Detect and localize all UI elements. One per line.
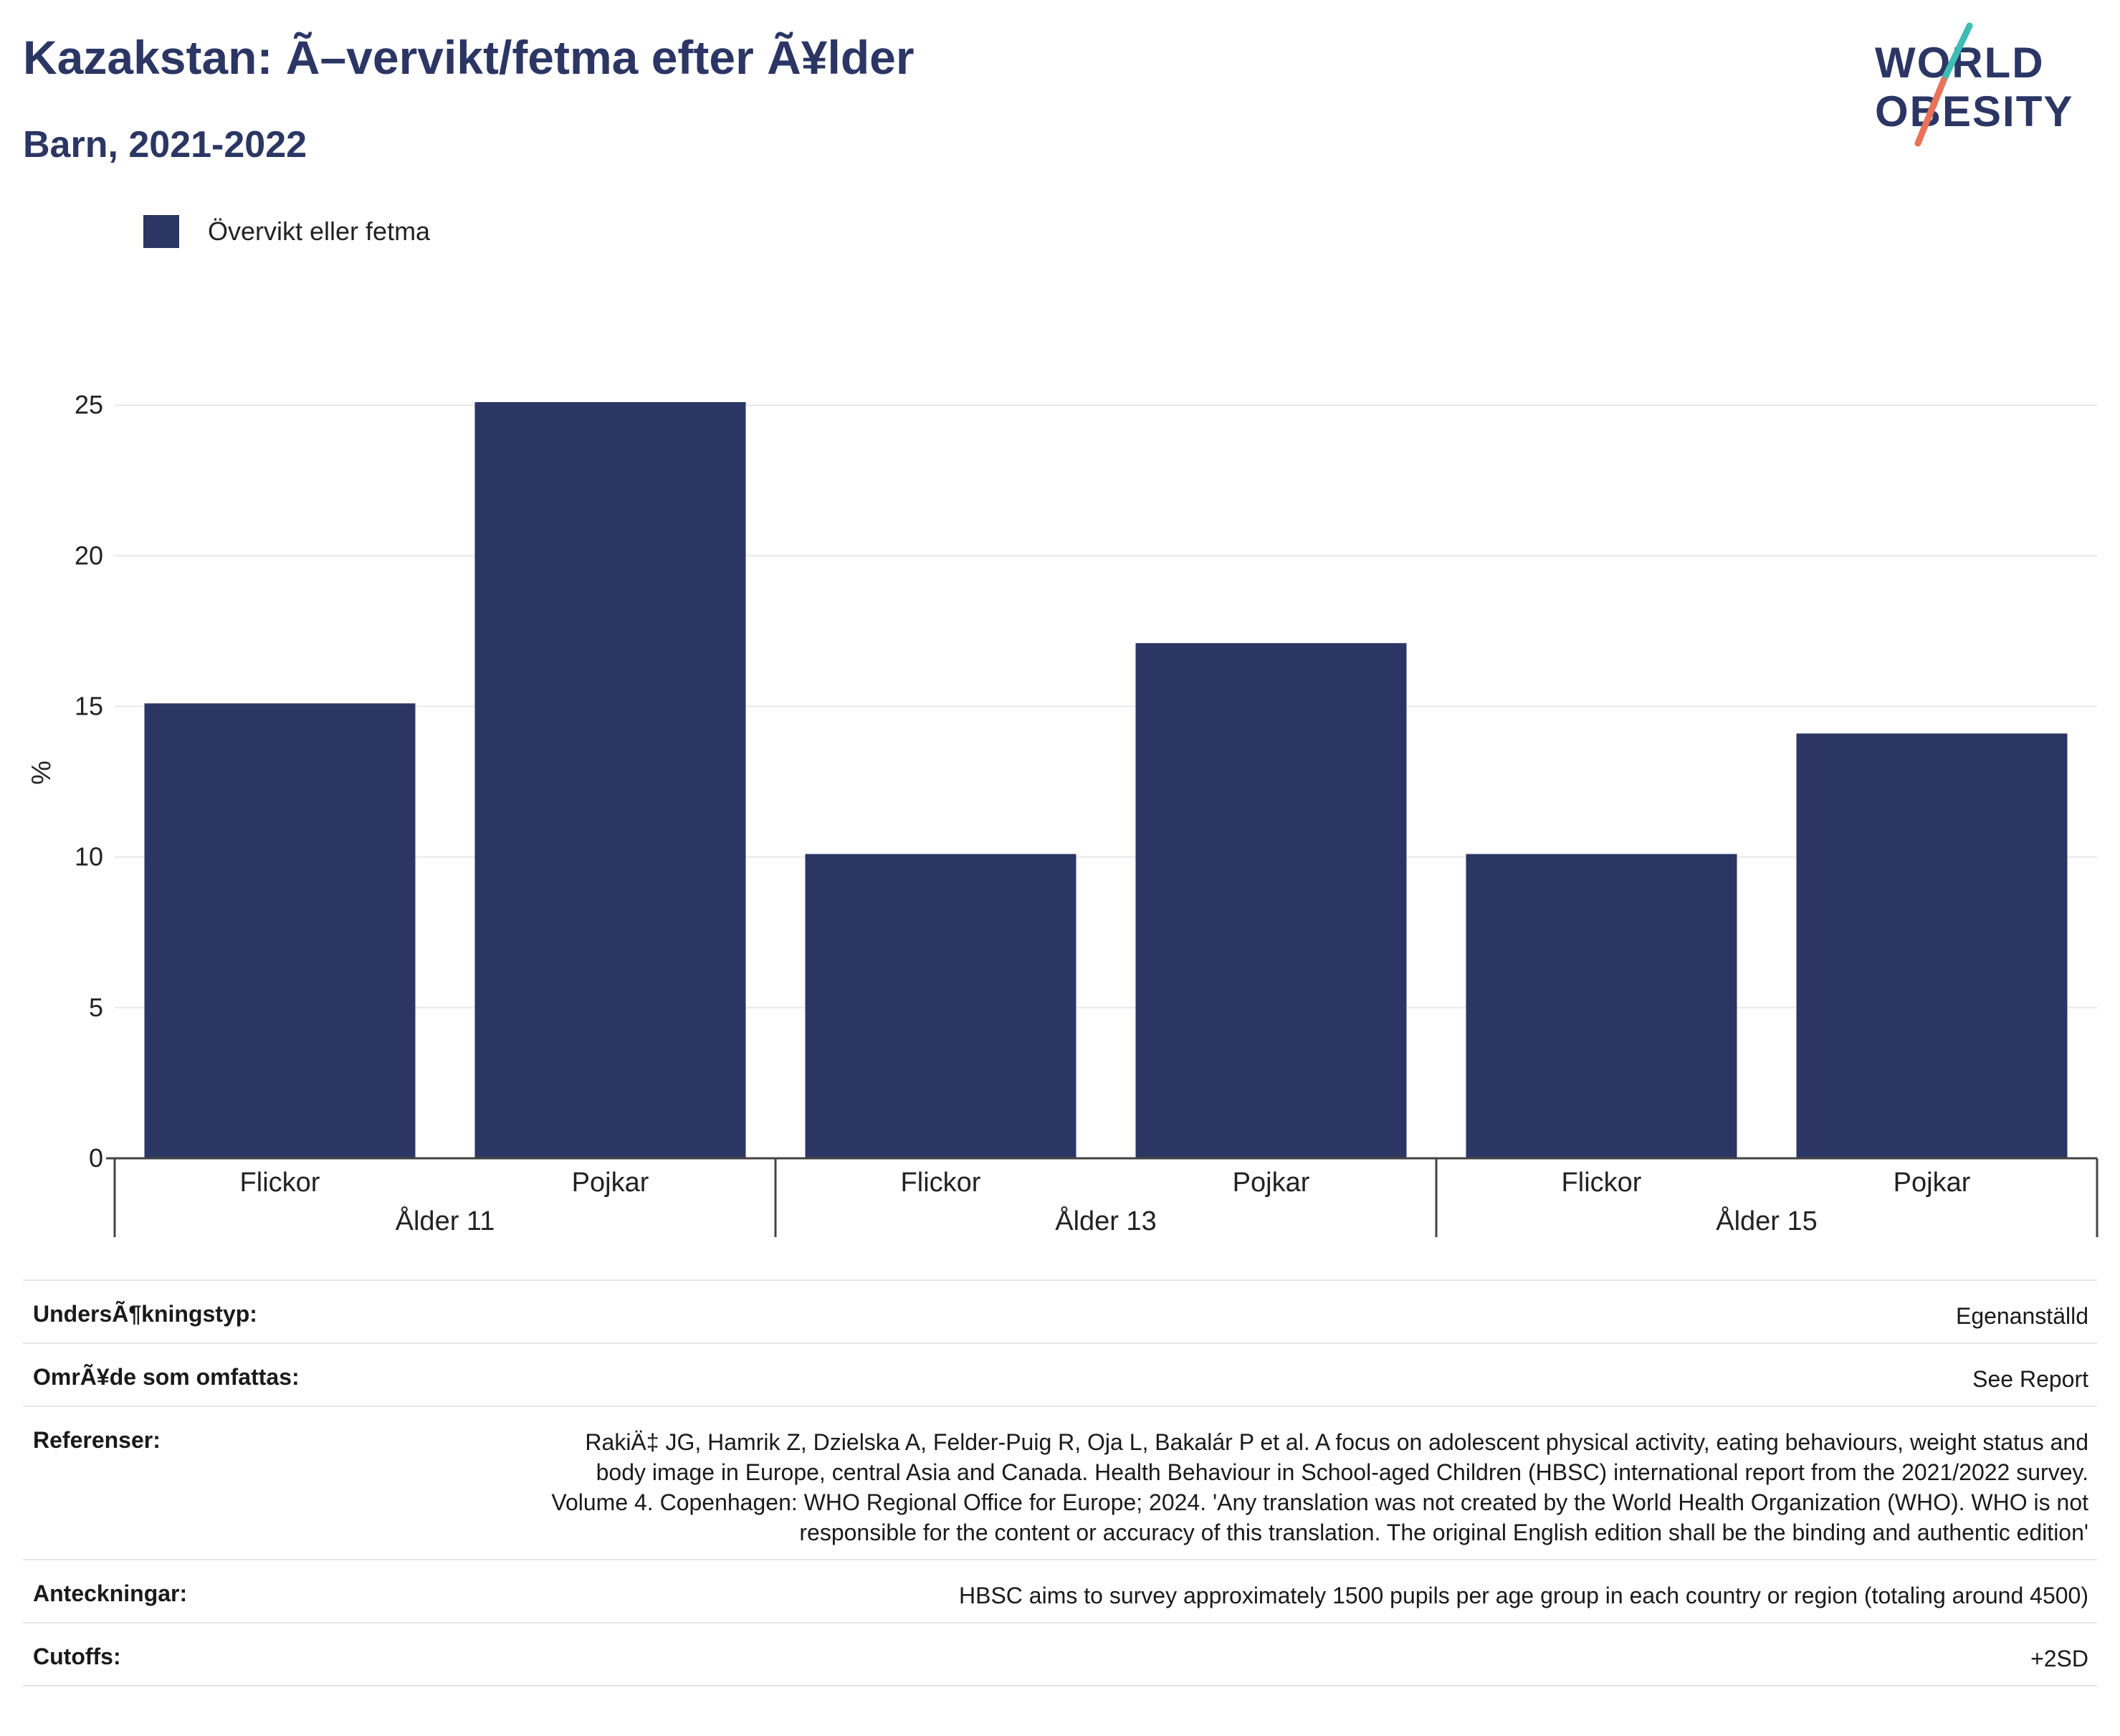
x-tick-label: Flickor [1562, 1168, 1642, 1198]
bar [144, 703, 416, 1158]
meta-key: OmrÃ¥de som omfattas: [33, 1364, 300, 1390]
meta-value: See Report [1972, 1366, 2088, 1392]
meta-key: Cutoffs: [33, 1644, 121, 1669]
legend-swatch [143, 215, 179, 248]
y-tick-label: 10 [75, 842, 103, 872]
x-group-label: Ålder 13 [1055, 1205, 1157, 1236]
meta-value: Egenanställd [1955, 1303, 2088, 1329]
bar-chart: 0 5 10 15 20 25% Flickor Pojkar Ålder 11 Flickor P… [27, 390, 2098, 1237]
y-tick-label: 15 [75, 692, 103, 721]
x-tick-label: Pojkar [1233, 1168, 1310, 1198]
chart-legend: Övervikt eller fetma [143, 214, 430, 249]
x-tick-label: Flickor [901, 1168, 981, 1198]
x-tick-label: Flickor [240, 1168, 320, 1198]
meta-row-notes: Anteckningar: HBSC aims to survey approx… [23, 1559, 2097, 1622]
y-axis-label: % [27, 760, 57, 785]
meta-key: Anteckningar: [33, 1580, 188, 1606]
meta-row-area: OmrÃ¥de som omfattas: See Report [23, 1342, 2097, 1406]
bar [1466, 854, 1737, 1158]
legend-label: Övervikt eller fetma [208, 216, 431, 246]
bar [805, 854, 1076, 1158]
meta-key: UndersÃ¶kningstyp: [33, 1301, 257, 1327]
meta-row-cutoffs: Cutoffs: +2SD [23, 1622, 2097, 1687]
y-tick-label: 25 [75, 390, 103, 419]
bar [474, 402, 746, 1158]
x-tick-label: Pojkar [572, 1168, 649, 1198]
logo-slash-icon [1914, 22, 1973, 147]
x-group-label: Ålder 11 [396, 1205, 495, 1236]
meta-key: Referenser: [33, 1427, 161, 1453]
meta-value: HBSC aims to survey approximately 1500 p… [959, 1583, 2088, 1608]
meta-value: RakiÄ‡ JG, Hamrik Z, Dzielska A, Felder-… [551, 1429, 2088, 1545]
meta-row-survey-type: UndersÃ¶kningstyp: Egenanställd [23, 1279, 2097, 1342]
meta-value: +2SD [2030, 1646, 2088, 1671]
chart-subtitle: Barn, 2021-2022 [23, 124, 307, 166]
bar [1796, 733, 2068, 1158]
y-tick-label: 20 [75, 540, 103, 570]
x-group-label: Ålder 15 [1716, 1205, 1818, 1236]
world-obesity-logo: WORLD OBESITY [1863, 22, 2100, 151]
meta-row-references: Referenser: RakiÄ‡ JG, Hamrik Z, Dzielsk… [23, 1406, 2097, 1559]
y-tick-label: 0 [89, 1143, 103, 1173]
metadata-table: UndersÃ¶kningstyp: Egenanställd OmrÃ¥de … [23, 1279, 2097, 1687]
logo-line-2: OBESITY [1875, 87, 2074, 135]
bar [1135, 643, 1407, 1158]
chart-title: Kazakstan: Ã–vervikt/fetma efter Ã¥lder [23, 31, 915, 84]
y-tick-label: 5 [89, 993, 103, 1022]
x-tick-label: Pojkar [1894, 1168, 1971, 1198]
